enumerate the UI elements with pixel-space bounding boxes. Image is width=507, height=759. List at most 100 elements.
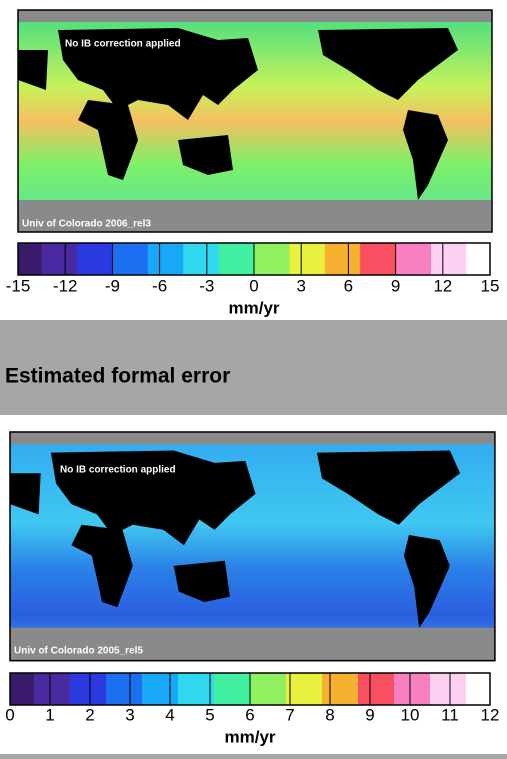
colorbar-segment [159,243,172,275]
colorbar-tick-label: 7 [285,705,294,724]
colorbar-segment [147,243,161,275]
colorbar-segment [313,243,326,275]
colorbar-segment [53,243,66,275]
colorbar-segment [171,243,184,275]
colorbar-tick-label: 0 [249,276,258,295]
colorbar-segment [358,673,371,705]
colorbar-segment [466,673,479,705]
colorbar-segment [183,243,196,275]
colorbar-segment [18,243,31,275]
colorbar-segment [298,673,311,705]
heading: Estimated formal error [5,365,230,388]
colorbar-segment [46,673,59,705]
colorbar-tick-label: 9 [391,276,400,295]
colorbar-segment [324,243,338,275]
colorbar-segment [334,673,347,705]
colorbar-tick-label: -15 [6,276,31,295]
colorbar-segment [372,243,385,275]
colorbar-segment [301,243,314,275]
colorbar-segment [346,673,359,705]
map-annotation: Univ of Colorado 2005_rel5 [14,646,143,657]
colorbar-segment [286,673,299,705]
colorbar-segment [112,243,125,275]
colorbar-segment [100,243,113,275]
colorbar-segment [65,243,78,275]
colorbar-tick-label: 4 [165,705,174,724]
colorbar-segment [70,673,83,705]
colorbar-segment [130,673,143,705]
map-annotation: Univ of Colorado 2006_rel3 [22,219,151,230]
colorbar-tick-label: 9 [365,705,374,724]
colorbar-segment [370,673,383,705]
colorbar-tick-label: 6 [344,276,353,295]
colorbar-segment [395,243,408,275]
colorbar-segment [178,673,191,705]
colorbar-segment [142,673,155,705]
map [9,431,496,662]
colorbar-segment [41,243,54,275]
colorbar-segment [289,243,302,275]
colorbar-tick-label: 5 [205,705,214,724]
colorbar-tick-label: 6 [245,705,254,724]
colorbar-tick-label: 8 [325,705,334,724]
colorbar-segment [242,243,255,275]
colorbar-segment [430,673,443,705]
colorbar-segment [88,243,102,275]
colorbar-unit: mm/yr [228,298,279,317]
colorbar-segment [34,673,47,705]
colorbar: -15 -12 -9 -6 -3 0 3 6 9 12 15 mm/yr [6,242,500,317]
colorbar-segment [124,243,137,275]
colorbar-tick-label: 2 [85,705,94,724]
colorbar-segment [226,673,239,705]
colorbar-segment [10,673,23,705]
colorbar-segment [262,673,275,705]
colorbar-segment [478,673,491,705]
colorbar-segment [310,673,323,705]
colorbar-segment [454,243,467,275]
colorbar-segment [418,673,431,705]
colorbar-segment [442,673,455,705]
colorbar-segment [206,243,220,275]
colorbar-tick-label: 11 [441,705,459,724]
colorbar-segment [274,673,287,705]
colorbar-tick-label: -3 [199,276,214,295]
colorbar-segment [166,673,179,705]
colorbar-segment [218,243,231,275]
colorbar-tick-label: 1 [45,705,54,724]
colorbar-segment [419,243,432,275]
colorbar-segment [454,673,467,705]
colorbar-segment [254,243,267,275]
colorbar-tick-label: 15 [481,276,500,295]
colorbar-tick-label: -9 [105,276,120,295]
colorbar-segment [265,243,279,275]
colorbar-segment [250,673,263,705]
colorbar-tick-label: -6 [152,276,167,295]
colorbar-tick-label: 3 [125,705,134,724]
colorbar-segment [202,673,215,705]
colorbar-segment [336,243,349,275]
colorbar-segment [394,673,407,705]
colorbar-segment [431,243,444,275]
colorbar-segment [94,673,107,705]
map-annotation: No IB correction applied [65,39,181,50]
colorbar-segment [442,243,456,275]
colorbar-segment [29,243,43,275]
colorbar-segment [106,673,119,705]
colorbar-segment [238,673,251,705]
colorbar-segment [348,243,361,275]
colorbar-segment [322,673,335,705]
colorbar-segment [382,673,395,705]
map-annotation: No IB correction applied [60,465,176,476]
colorbar-segment [136,243,149,275]
colorbar-segment [190,673,203,705]
colorbar-segment [230,243,243,275]
colorbar-segment [214,673,227,705]
colorbar-segment [82,673,95,705]
colorbar-tick-label: -12 [53,276,78,295]
colorbar-segment [118,673,131,705]
colorbar-tick-label: 3 [296,276,305,295]
colorbar-tick-label: 12 [481,705,500,724]
